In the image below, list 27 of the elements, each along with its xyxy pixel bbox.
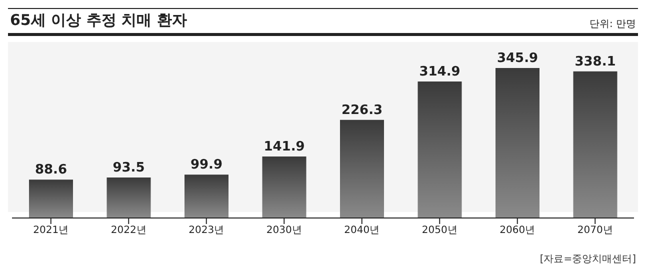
bar (106, 177, 151, 218)
chart-title: 65세 이상 추정 치매 환자 (10, 11, 187, 30)
bar (418, 81, 462, 218)
data-label: 338.1 (574, 54, 616, 70)
x-tick-label: 2023년 (188, 225, 224, 236)
data-label: 226.3 (341, 102, 383, 118)
text: [자료=중앙치매센터] (540, 253, 636, 266)
data-label: 99.9 (190, 158, 223, 173)
x-tick-label: 2060년 (500, 225, 536, 236)
x-tick-label: 2021년 (33, 225, 69, 236)
bar (262, 156, 306, 218)
data-label: 314.9 (419, 64, 460, 80)
bar (184, 174, 228, 218)
text: 단위: 만명 (589, 18, 636, 31)
bar (573, 71, 618, 218)
x-tick-label: 2022년 (110, 225, 146, 236)
data-label: 141.9 (264, 139, 305, 154)
bar (496, 68, 540, 218)
bar (340, 120, 384, 218)
data-label: 88.6 (34, 162, 68, 178)
bar (29, 180, 73, 218)
data-label: 345.9 (496, 51, 538, 66)
x-tick-label: 2050년 (422, 225, 458, 236)
data-label: 93.5 (112, 160, 145, 176)
x-tick-label: 2030년 (266, 225, 302, 236)
x-tick-label: 2070년 (577, 225, 613, 236)
x-tick-label: 2040년 (344, 225, 380, 236)
